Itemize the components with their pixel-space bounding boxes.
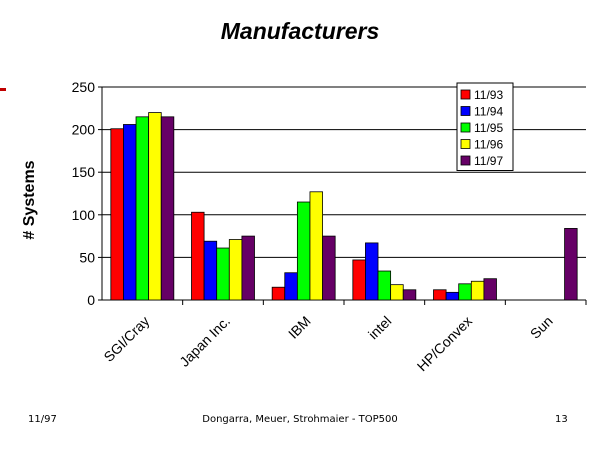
y-axis-label: # Systems <box>21 160 38 239</box>
x-tick-label: HP/Convex <box>414 313 475 374</box>
y-tick-label: 200 <box>72 122 96 138</box>
bar <box>216 247 230 301</box>
y-tick-label: 150 <box>72 164 96 180</box>
y-tick-label: 0 <box>87 292 95 308</box>
bar <box>296 201 311 301</box>
legend-label: 11/97 <box>474 154 503 168</box>
bar <box>470 280 485 301</box>
bar <box>458 283 472 301</box>
footer-page-number: 13 <box>555 414 568 425</box>
bar <box>352 259 366 301</box>
bar <box>322 235 336 301</box>
legend-swatch <box>460 139 471 149</box>
legend-label: 11/96 <box>474 138 503 152</box>
bar <box>390 284 404 301</box>
bar <box>135 116 150 301</box>
bar <box>203 240 218 301</box>
bar <box>433 289 447 301</box>
bar <box>110 128 124 301</box>
footer-date: 11/97 <box>28 414 57 425</box>
legend-label: 11/95 <box>474 121 503 135</box>
x-tick-label: intel <box>365 313 394 342</box>
bar <box>148 112 162 301</box>
edge-marker <box>0 88 6 91</box>
bar <box>365 242 379 301</box>
bar <box>377 270 392 301</box>
x-tick-label: Japan Inc. <box>176 313 233 370</box>
y-tick-label: 50 <box>79 249 95 265</box>
legend-swatch <box>460 106 471 116</box>
x-tick-label: IBM <box>285 313 314 342</box>
x-tick-label: SGI/Cray <box>100 313 152 365</box>
bar <box>160 116 175 301</box>
legend-swatch <box>460 155 471 166</box>
legend-label: 11/93 <box>474 88 503 102</box>
bar <box>445 291 460 301</box>
chart-title: Manufacturers <box>220 18 380 44</box>
legend-swatch <box>460 122 471 133</box>
legend-label: 11/94 <box>474 105 503 119</box>
y-tick-label: 100 <box>72 207 96 223</box>
legend-swatch <box>460 89 471 100</box>
bar <box>309 191 323 301</box>
footer-authors: Dongarra, Meuer, Strohmaier - TOP500 <box>202 414 398 425</box>
bar <box>271 286 286 301</box>
bar <box>402 289 417 301</box>
bar <box>123 124 137 301</box>
y-tick-label: 250 <box>72 79 96 95</box>
bar <box>241 235 255 301</box>
bar <box>483 278 497 301</box>
bar <box>228 239 243 301</box>
bar <box>564 228 578 301</box>
x-tick-label: Sun <box>527 313 556 342</box>
bar <box>284 272 298 301</box>
bar <box>191 211 205 301</box>
